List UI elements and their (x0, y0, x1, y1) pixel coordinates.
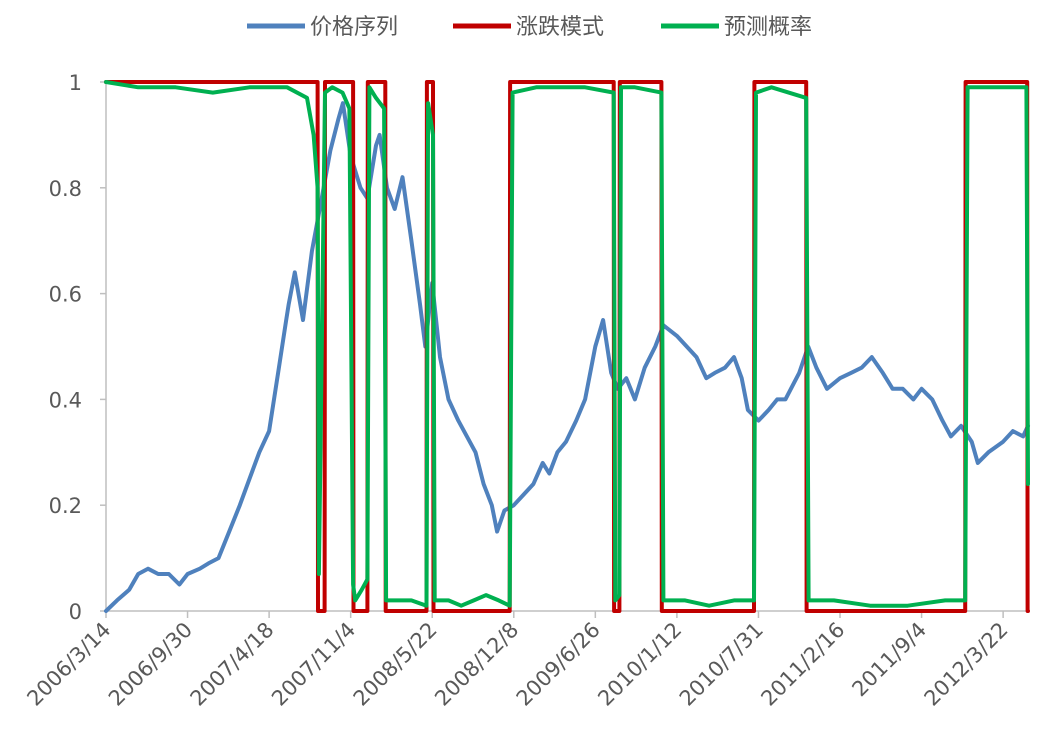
y-axis: 0 0.2 0.4 0.6 0.8 1 (49, 71, 107, 624)
x-tick-label: 2008/12/8 (430, 618, 523, 711)
series-line-1 (104, 80, 1030, 613)
x-tick-label: 2009/6/26 (512, 618, 605, 711)
legend-label-1: 涨跌模式 (516, 15, 604, 40)
legend-label-2: 预测概率 (724, 15, 812, 40)
plot-series (104, 80, 1030, 613)
y-tick-label: 0.8 (49, 177, 82, 201)
x-tick-label: 2006/9/30 (104, 618, 197, 711)
x-tick-label: 2007/4/18 (186, 618, 279, 711)
legend-label-0: 价格序列 (310, 15, 398, 40)
x-axis: 2006/3/142006/9/302007/4/182007/11/42008… (22, 610, 1028, 711)
y-tick-label: 0.2 (49, 494, 82, 518)
series-line-2 (104, 80, 1030, 608)
series-line-0 (104, 101, 1030, 613)
y-tick-label: 0.6 (49, 283, 82, 307)
y-tick-label: 0 (69, 600, 82, 624)
x-tick-label: 2008/5/22 (349, 618, 442, 711)
y-tick-label: 1 (69, 71, 82, 95)
y-tick-label: 0.4 (49, 388, 82, 412)
x-tick-label: 2011/9/4 (847, 618, 931, 702)
x-tick-label: 2012/3/22 (920, 618, 1013, 711)
x-tick-label: 2011/2/16 (756, 618, 849, 711)
legend: 价格序列 涨跌模式 预测概率 (247, 15, 812, 40)
x-tick-label: 2007/11/4 (267, 618, 360, 711)
x-tick-label: 2010/7/31 (675, 618, 768, 711)
x-tick-label: 2006/3/14 (22, 618, 115, 711)
x-tick-label: 2010/1/12 (593, 618, 686, 711)
